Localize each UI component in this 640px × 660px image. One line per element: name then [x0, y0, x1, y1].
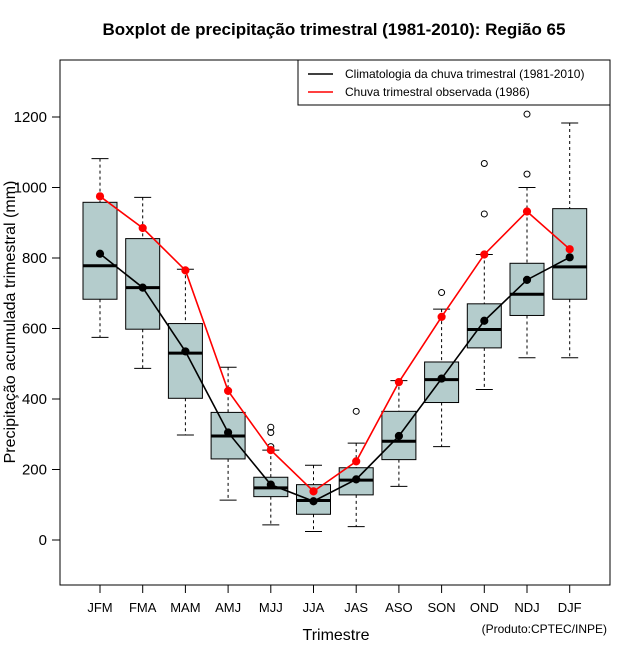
- x-tick-label: JJA: [303, 600, 325, 615]
- series-point: [565, 253, 574, 262]
- box-iqr: [466, 303, 502, 349]
- box-amj: [210, 366, 246, 501]
- series-point: [95, 192, 105, 201]
- legend-label-climatology: Climatologia da chuva trimestral (1981-2…: [345, 67, 584, 81]
- outlier-point: [480, 160, 488, 168]
- y-tick-label: 0: [39, 532, 47, 549]
- series-point: [437, 312, 446, 321]
- y-tick-label: 1200: [14, 109, 47, 126]
- x-tick-label: ASO: [385, 600, 412, 615]
- legend-label-observed: Chuva trimestral observada (1986): [345, 85, 530, 99]
- series-point: [480, 316, 489, 325]
- series-point: [224, 386, 233, 395]
- box-djf: [552, 122, 588, 359]
- legend: Climatologia da chuva trimestral (1981-2…: [297, 59, 611, 106]
- x-tick-label: DJF: [558, 600, 582, 615]
- series-point: [266, 446, 275, 455]
- outlier-point: [267, 428, 275, 436]
- series-point: [565, 245, 574, 254]
- box-mam: [167, 268, 203, 436]
- series-point: [138, 283, 147, 292]
- outlier-point: [267, 423, 275, 431]
- x-tick-label: MJJ: [259, 600, 283, 615]
- x-tick-label: SON: [428, 600, 456, 615]
- series-point: [309, 497, 318, 506]
- box-fma: [125, 196, 161, 369]
- series-point: [138, 223, 147, 233]
- outlier-point: [480, 210, 488, 218]
- legend-box: [297, 59, 611, 106]
- credit-text: (Produto:CPTEC/INPE): [482, 622, 607, 636]
- box-iqr: [167, 323, 203, 399]
- outlier-point: [523, 110, 531, 118]
- outlier-point: [438, 289, 446, 297]
- series-point: [394, 431, 403, 441]
- series-point: [181, 266, 190, 275]
- y-tick-label: 400: [22, 391, 47, 408]
- x-tick-label: JFM: [87, 600, 112, 615]
- x-tick-label: OND: [470, 600, 499, 615]
- outlier-point: [523, 170, 531, 178]
- boxes: [82, 110, 588, 533]
- y-tick-label: 800: [22, 250, 47, 267]
- y-tick-label: 600: [22, 321, 47, 338]
- series-point: [352, 475, 361, 484]
- x-axis-label: Trimestre: [303, 627, 370, 644]
- series-point: [95, 249, 105, 258]
- box-ond: [466, 160, 502, 390]
- series-point: [522, 207, 532, 216]
- box-mjj: [253, 423, 289, 526]
- series-point: [480, 250, 489, 259]
- series-point: [309, 487, 318, 496]
- box-son: [424, 289, 460, 448]
- series-lines: [95, 192, 574, 506]
- series-point: [224, 428, 233, 437]
- series-line: [99, 253, 571, 503]
- climatology-series: [95, 249, 574, 506]
- chart-title: Boxplot de precipitação trimestral (1981…: [103, 20, 566, 39]
- box-iqr: [509, 262, 545, 316]
- x-tick-label: NDJ: [514, 600, 539, 615]
- x-tick-label: FMA: [129, 600, 157, 615]
- y-tick-label: 200: [22, 462, 47, 479]
- box-jfm: [82, 158, 118, 338]
- series-point: [394, 377, 403, 387]
- series-point: [352, 457, 361, 466]
- series-point: [437, 374, 446, 383]
- x-axis: JFM FMA MAM AMJ MJJ JJA JAS ASO SON OND NDJ DJF: [87, 585, 582, 615]
- outlier-point: [352, 407, 360, 415]
- x-tick-label: AMJ: [215, 600, 241, 615]
- series-point: [266, 480, 275, 489]
- y-axis: 0 200 400 600 800 1000 1200: [14, 109, 60, 549]
- series-line: [99, 195, 571, 493]
- observed-series: [95, 192, 574, 496]
- series-point: [522, 275, 532, 284]
- series-point: [181, 347, 190, 356]
- x-tick-label: JAS: [344, 600, 368, 615]
- x-tick-label: MAM: [170, 600, 200, 615]
- y-tick-label: 1000: [14, 180, 47, 197]
- box-ndj: [509, 110, 545, 359]
- y-axis-label: Precipitação acumulada trimestral (mm): [2, 181, 19, 464]
